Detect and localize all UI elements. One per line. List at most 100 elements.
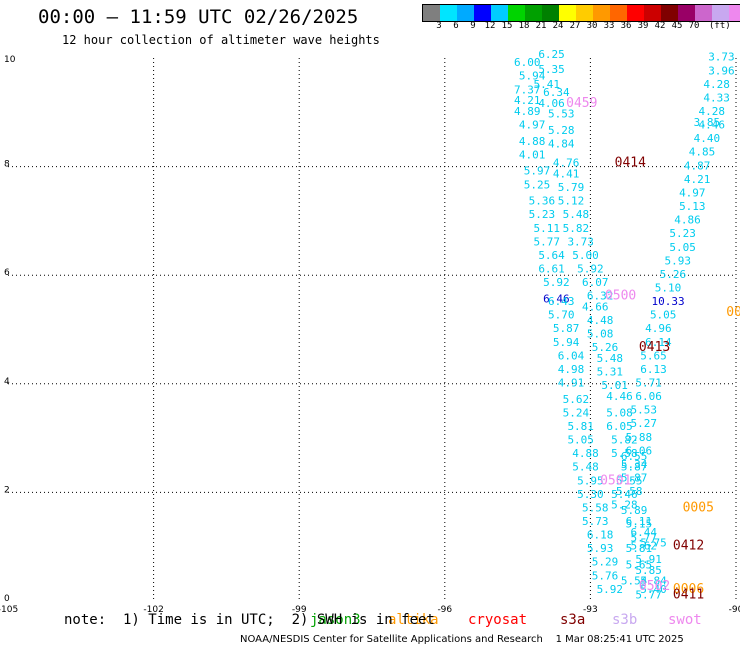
wave-height-label: 5.64 [538,249,565,262]
wave-height-label: 5.41 [533,78,560,91]
wave-height-label: 4.97 [519,119,546,132]
wave-height-label: 4.48 [587,314,614,327]
wave-height-label: 5.82 [611,434,638,447]
wave-height-label: 4.41 [553,167,580,180]
wave-height-label: 5.11 [533,222,560,235]
wave-height-label: 5.62 [631,539,658,552]
x-tick-label: -96 [437,605,452,615]
wave-height-label: 4.87 [684,159,711,172]
wave-height-label: 5.91 [635,553,662,566]
wave-height-label: 6.13 [640,363,667,376]
wave-height-label: 5.40 [640,583,667,596]
pass-time-label: 0501 [600,473,631,488]
wave-height-label: 4.91 [558,377,585,390]
wave-height-label: 4.66 [582,300,609,313]
x-tick-label: -93 [583,605,598,615]
legend-item-jason3: jason3 [310,612,361,628]
wave-height-label: 6.34 [543,86,570,99]
wave-height-label: 6.05 [606,420,633,433]
color-scale-labels: 3 6 9 12 15 18 21 24 27 30 33 36 39 42 45 70 [422,21,740,35]
color-swatch [525,5,542,21]
wave-height-label: 5.93 [587,542,614,555]
color-scale-tick-label: 21 [535,21,547,31]
wave-height-label: 4.84 [548,138,575,151]
color-swatch [440,5,457,21]
color-swatch [423,5,440,21]
wave-height-label: 5.79 [558,181,585,194]
wave-height-label: 5.87 [553,322,580,335]
color-scale-tick-label: 30 [586,21,598,31]
wave-height-label: 4.28 [698,105,725,118]
wave-height-label: 5.54 [621,575,648,588]
wave-height-label: 5.77 [635,588,662,601]
wave-height-label: 5.48 [572,461,599,474]
wave-height-label: 4.01 [519,148,546,161]
wave-height-label: 5.85 [635,564,662,577]
pass-time-label: 0005 [683,500,714,515]
y-tick-label: 8 [4,160,10,170]
y-tick-label: 10 [4,55,16,65]
wave-height-label: 5.92 [597,583,624,596]
wave-height-label: 5.24 [563,406,590,419]
wave-height-label: 6.43 [548,295,575,308]
wave-height-label: 5.58 [616,485,643,498]
color-scale-bar [422,4,740,22]
wave-height-label: 6.18 [587,529,614,542]
wave-height-label: 5.92 [577,262,604,275]
wave-height-label: 5.87 [621,461,648,474]
wave-height-label: 5.87 [621,472,648,485]
wave-height-label: 5.01 [601,379,628,392]
color-swatch [644,5,661,21]
wave-height-label: 5.05 [567,434,594,447]
wave-height-label: 5.28 [611,499,638,512]
chart-subtitle: 12 hour collection of altimeter wave hei… [62,33,380,47]
wave-height-label: 5.26 [660,268,687,281]
legend-item-altika: altika [388,612,439,628]
color-swatch [695,5,712,21]
pass-time-label: 0006 [673,582,704,597]
note-text: note: 1) Time is in UTC; 2) SWH is in fe… [64,612,435,628]
wave-height-label: 5.58 [582,501,609,514]
pass-time-label: 0500 [605,289,636,304]
wave-height-label: 3.73 [708,51,735,64]
wave-height-label: 5.93 [665,254,692,267]
wave-height-label: 5.05 [650,309,677,322]
wave-height-label: 5.31 [597,366,624,379]
wave-height-label: 5.53 [631,404,658,417]
wave-height-label: 6.32 [587,290,614,303]
color-scale-unit: (ft) [709,21,731,31]
wave-height-label: 5.23 [669,227,696,240]
pass-time-label: 0413 [639,340,670,355]
color-swatch [729,5,740,21]
legend-item-cryosat: cryosat [468,612,528,628]
wave-height-label: 4.76 [553,157,580,170]
wave-height-label: 6.06 [635,390,662,403]
wave-height-label: 5.58 [611,447,638,460]
wave-height-label: 5.27 [631,417,658,430]
color-scale-tick-label: 45 [671,21,683,31]
footer-credit: NOAA/NESDIS Center for Satellite Applica… [240,634,684,645]
wave-height-label: 5.05 [669,241,696,254]
color-scale-tick-label: 39 [637,21,649,31]
pass-time-label: 0459 [566,96,597,111]
wave-height-label: 5.88 [626,431,653,444]
wave-height-label: 5.48 [563,208,590,221]
y-tick-label: 0 [4,594,10,604]
wave-height-label: 5.70 [548,309,575,322]
y-tick-label: 4 [4,377,10,387]
color-swatch [559,5,576,21]
wave-height-label: 4.97 [679,186,706,199]
wave-height-label: 4.21 [514,94,541,107]
color-swatch [593,5,610,21]
pass-time-label: 0414 [615,156,646,171]
color-swatch [661,5,678,21]
wave-height-label: 5.26 [592,341,619,354]
wave-height-label: 5.46 [611,488,638,501]
color-swatch [474,5,491,21]
wave-height-label: 5.77 [533,235,560,248]
color-scale-tick-label: 24 [552,21,564,31]
wave-height-label: 5.89 [621,504,648,517]
color-scale-tick-label: 33 [603,21,615,31]
color-swatch [678,5,695,21]
